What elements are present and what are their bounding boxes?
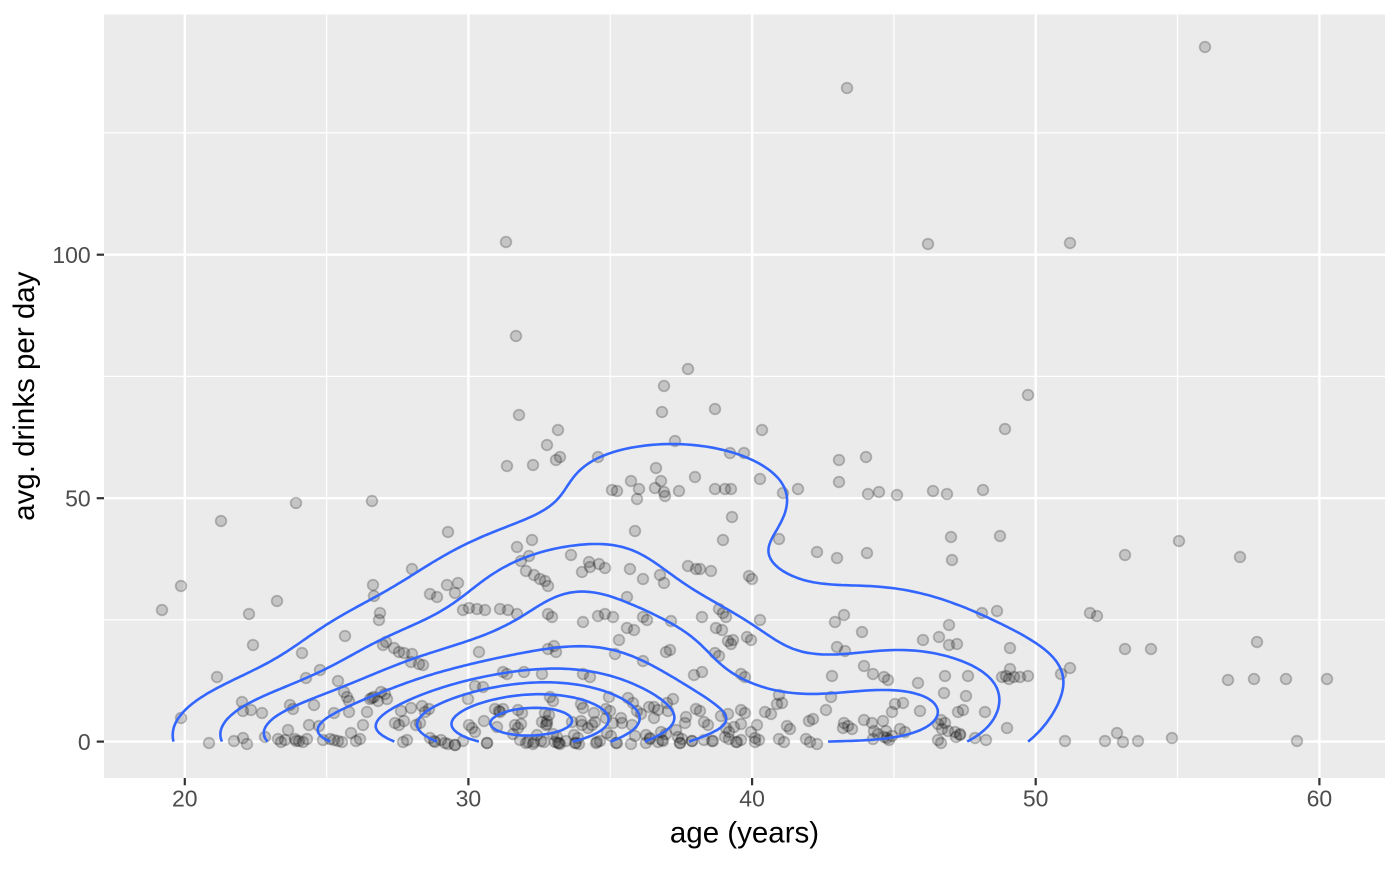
svg-text:50: 50 xyxy=(65,485,91,511)
svg-text:avg. drinks per day: avg. drinks per day xyxy=(8,271,41,520)
svg-text:60: 60 xyxy=(1307,786,1333,812)
svg-text:100: 100 xyxy=(52,242,90,268)
svg-text:50: 50 xyxy=(1023,786,1049,812)
svg-text:age (years): age (years) xyxy=(670,817,819,850)
svg-text:0: 0 xyxy=(78,729,91,755)
svg-text:40: 40 xyxy=(739,786,765,812)
svg-text:20: 20 xyxy=(172,786,198,812)
svg-text:30: 30 xyxy=(456,786,482,812)
